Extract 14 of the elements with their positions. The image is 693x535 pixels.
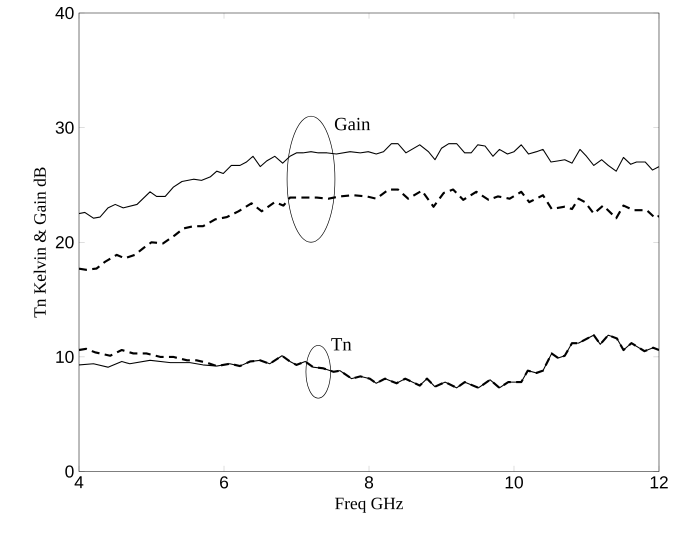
annotation: Tn <box>331 338 352 350</box>
x-tick-label: 10 <box>506 476 523 488</box>
x-tick-label: 6 <box>220 476 228 488</box>
y-tick-label: 0 <box>65 465 74 478</box>
y-tick-label: 30 <box>56 121 74 134</box>
y-axis-title: Tn Kelvin & Gain dB <box>34 168 46 318</box>
x-tick-label: 8 <box>364 476 374 488</box>
y-tick-label: 20 <box>56 236 74 248</box>
y-tick-label: 10 <box>56 350 74 364</box>
annotation: Gain <box>334 118 370 130</box>
y-tick-label: 40 <box>55 6 74 20</box>
x-axis-title: Freq GHz <box>335 498 403 513</box>
x-tick-label: 4 <box>74 476 84 488</box>
x-tick-label: 12 <box>650 476 668 488</box>
